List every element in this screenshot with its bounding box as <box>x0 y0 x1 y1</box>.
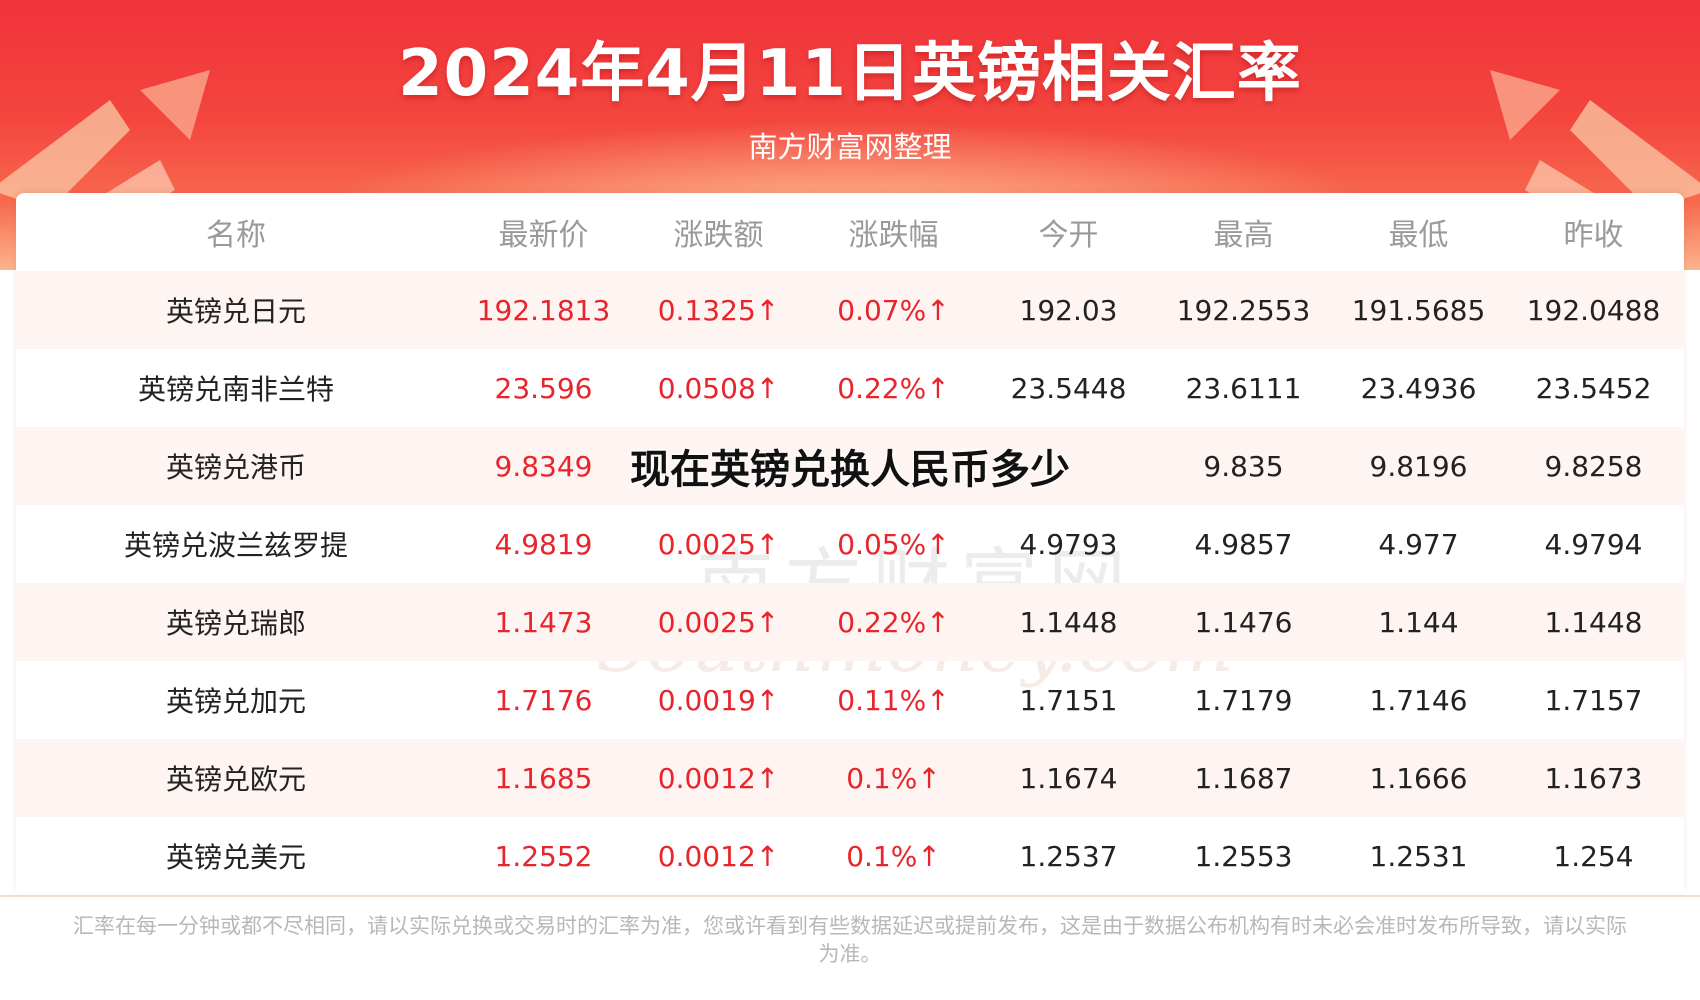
column-header: 名称 <box>206 218 266 253</box>
table-row: 英镑兑波兰兹罗提 4.9819 0.0025↑ 0.05%↑ 4.9793 4.… <box>16 505 1684 583</box>
change-percent: 0.1%↑ <box>846 761 941 795</box>
currency-pair-name: 英镑兑美元 <box>165 841 306 874</box>
latest-price: 1.2552 <box>494 839 593 873</box>
latest-price: 192.1813 <box>476 293 611 327</box>
prev-close: 4.9794 <box>1544 527 1643 561</box>
prev-close: 192.0488 <box>1526 293 1661 327</box>
prev-close: 1.1448 <box>1544 605 1643 639</box>
column-header: 涨跌额 <box>673 218 764 253</box>
table-row: 英镑兑美元 1.2552 0.0012↑ 0.1%↑ 1.2537 1.2553… <box>16 817 1684 893</box>
low-price: 9.8196 <box>1369 449 1468 483</box>
high-price: 4.9857 <box>1194 527 1293 561</box>
column-header: 涨跌幅 <box>848 218 939 253</box>
change-amount: 0.1325↑ <box>657 293 780 327</box>
column-header: 最高 <box>1213 218 1274 253</box>
low-price: 4.977 <box>1378 527 1459 561</box>
open-price: 1.1448 <box>1019 605 1118 639</box>
change-amount: 0.0025↑ <box>657 605 780 639</box>
low-price: 1.144 <box>1378 605 1459 639</box>
rate-table: 南方财富网 Southmoney.com 名称 最新价 涨跌额 涨跌幅 今开 最… <box>16 193 1684 893</box>
change-percent: 0.05%↑ <box>837 527 950 561</box>
latest-price: 9.8349 <box>494 449 593 483</box>
high-price: 1.7179 <box>1194 683 1293 717</box>
open-price: 192.03 <box>1019 293 1118 327</box>
page-subtitle: 南方财富网整理 <box>748 130 952 164</box>
high-price: 1.2553 <box>1194 839 1293 873</box>
low-price: 1.7146 <box>1369 683 1468 717</box>
open-price: 23.5448 <box>1010 371 1127 405</box>
currency-pair-name: 英镑兑欧元 <box>165 763 306 796</box>
currency-pair-name: 英镑兑加元 <box>165 685 306 718</box>
latest-price: 1.1473 <box>494 605 593 639</box>
open-price: 1.7151 <box>1019 683 1118 717</box>
table-row: 英镑兑欧元 1.1685 0.0012↑ 0.1%↑ 1.1674 1.1687… <box>16 739 1684 817</box>
low-price: 1.2531 <box>1369 839 1468 873</box>
prev-close: 1.1673 <box>1544 761 1643 795</box>
change-percent: 0.22%↑ <box>837 605 950 639</box>
latest-price: 1.1685 <box>494 761 593 795</box>
prev-close: 9.8258 <box>1544 449 1643 483</box>
change-amount: 0.0019↑ <box>657 683 780 717</box>
currency-pair-name: 英镑兑日元 <box>165 295 306 328</box>
high-price: 1.1687 <box>1194 761 1293 795</box>
latest-price: 1.7176 <box>494 683 593 717</box>
open-price: 4.9793 <box>1019 527 1118 561</box>
open-price: 1.1674 <box>1019 761 1118 795</box>
overlay-caption: 现在英镑兑换人民币多少 <box>630 447 1070 493</box>
table-row: 英镑兑港币 9.8349 9.835 9.8196 9.8258 <box>16 427 1684 505</box>
low-price: 1.1666 <box>1369 761 1468 795</box>
latest-price: 23.596 <box>494 371 593 405</box>
currency-pair-name: 英镑兑港币 <box>165 451 306 484</box>
change-amount: 0.0012↑ <box>657 761 780 795</box>
table-row: 英镑兑南非兰特 23.596 0.0508↑ 0.22%↑ 23.5448 23… <box>16 349 1684 427</box>
high-price: 9.835 <box>1203 449 1284 483</box>
table-row: 英镑兑加元 1.7176 0.0019↑ 0.11%↑ 1.7151 1.717… <box>16 661 1684 739</box>
column-header: 昨收 <box>1563 218 1624 253</box>
currency-pair-name: 英镑兑波兰兹罗提 <box>123 529 348 562</box>
divider <box>0 895 1700 897</box>
change-percent: 0.11%↑ <box>837 683 950 717</box>
change-amount: 0.0508↑ <box>657 371 780 405</box>
change-amount: 0.0025↑ <box>657 527 780 561</box>
low-price: 23.4936 <box>1360 371 1477 405</box>
high-price: 23.6111 <box>1185 371 1302 405</box>
prev-close: 1.254 <box>1553 839 1634 873</box>
currency-pair-name: 英镑兑瑞郎 <box>165 607 306 640</box>
table-row: 英镑兑日元 192.1813 0.1325↑ 0.07%↑ 192.03 192… <box>16 271 1684 349</box>
column-header: 最低 <box>1388 218 1449 253</box>
high-price: 1.1476 <box>1194 605 1293 639</box>
low-price: 191.5685 <box>1351 293 1486 327</box>
prev-close: 23.5452 <box>1535 371 1652 405</box>
currency-pair-name: 英镑兑南非兰特 <box>137 373 334 406</box>
change-amount: 0.0012↑ <box>657 839 780 873</box>
change-percent: 0.07%↑ <box>837 293 950 327</box>
prev-close: 1.7157 <box>1544 683 1643 717</box>
latest-price: 4.9819 <box>494 527 593 561</box>
table-header: 名称 最新价 涨跌额 涨跌幅 今开 最高 最低 昨收 <box>16 193 1684 271</box>
table-row: 英镑兑瑞郎 1.1473 0.0025↑ 0.22%↑ 1.1448 1.147… <box>16 583 1684 661</box>
page-title: 2024年4月11日英镑相关汇率 <box>398 37 1302 111</box>
footnote: 汇率在每一分钟或都不尽相同，请以实际兑换或交易时的汇率为准，您或许看到有些数据延… <box>73 914 1627 966</box>
column-header: 今开 <box>1038 218 1099 253</box>
change-percent: 0.22%↑ <box>837 371 950 405</box>
change-percent: 0.1%↑ <box>846 839 941 873</box>
open-price: 1.2537 <box>1019 839 1118 873</box>
column-header: 最新价 <box>498 218 589 253</box>
high-price: 192.2553 <box>1176 293 1311 327</box>
